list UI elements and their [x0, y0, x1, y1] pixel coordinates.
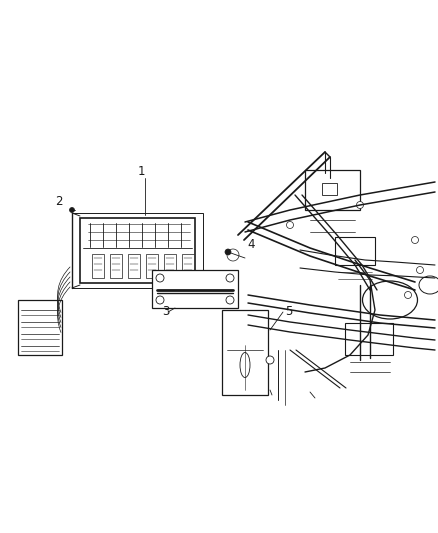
Text: 5: 5 — [285, 305, 293, 318]
Text: 1: 1 — [138, 165, 145, 178]
Circle shape — [357, 201, 364, 208]
Text: 4: 4 — [247, 238, 254, 251]
Bar — [222, 310, 268, 395]
Circle shape — [226, 274, 234, 282]
Bar — [305, 170, 360, 210]
Text: 2: 2 — [55, 195, 63, 208]
Circle shape — [225, 249, 231, 255]
Circle shape — [70, 207, 74, 213]
Circle shape — [417, 266, 424, 273]
Bar — [182, 254, 194, 278]
Circle shape — [156, 296, 164, 304]
Bar — [345, 323, 393, 355]
Bar — [322, 183, 337, 195]
Circle shape — [226, 296, 234, 304]
Circle shape — [286, 222, 293, 229]
Circle shape — [411, 237, 418, 244]
Circle shape — [227, 249, 239, 261]
Circle shape — [156, 274, 164, 282]
Ellipse shape — [363, 281, 417, 319]
Bar — [164, 254, 176, 278]
Circle shape — [266, 356, 274, 364]
Bar — [72, 213, 203, 288]
Circle shape — [230, 252, 237, 259]
Bar — [146, 254, 158, 278]
Bar — [110, 254, 122, 278]
Bar — [92, 254, 104, 278]
Circle shape — [405, 292, 411, 298]
Bar — [80, 218, 195, 283]
Bar — [335, 237, 375, 265]
Bar — [128, 254, 140, 278]
Bar — [152, 270, 238, 308]
Ellipse shape — [419, 276, 438, 294]
Text: 3: 3 — [162, 305, 170, 318]
Ellipse shape — [240, 352, 250, 377]
Bar — [18, 300, 62, 355]
